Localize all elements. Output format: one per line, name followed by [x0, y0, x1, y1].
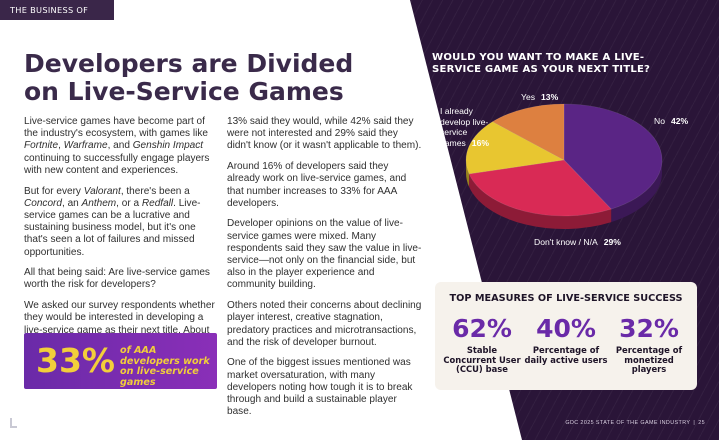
body-paragraph: One of the biggest issues mentioned was …: [227, 357, 413, 418]
pie-chart: [465, 103, 663, 230]
page-footer: GDC 2025 STATE OF THE GAME INDUSTRY | 25: [565, 420, 705, 426]
pie-label-dont-know: Don't know / N/A 29%: [534, 237, 621, 247]
body-paragraph: Others noted their concerns about declin…: [227, 300, 422, 348]
page-title: Developers are Divided on Live-Service G…: [24, 49, 354, 106]
pie-label-no: No 42%: [654, 116, 689, 126]
pie-label-already: I already develop live-service games 16%: [440, 106, 489, 148]
page-number: 25: [698, 420, 705, 426]
pie-wall: [466, 160, 470, 187]
measure-label: Stable Concurrent User (CCU) base: [443, 345, 521, 375]
middle-column: 13% said they would, while 42% said they…: [227, 116, 422, 427]
chart-title: WOULD YOU WANT TO MAKE A LIVE-SERVICE GA…: [432, 52, 651, 75]
measure-label: Percentage of daily active users: [524, 345, 608, 365]
measure-value: 40%: [536, 314, 596, 343]
callout-percent: 33%: [36, 341, 115, 380]
footer-report-title: GDC 2025 STATE OF THE GAME INDUSTRY: [565, 420, 691, 426]
left-column: Live-service games have become part of t…: [24, 116, 220, 345]
pie-slice: [465, 121, 565, 175]
body-paragraph: Around 16% of developers said they alrea…: [227, 161, 407, 209]
measures-card: TOP MEASURES OF LIVE-SERVICE SUCCESS 62%…: [435, 282, 697, 390]
callout-text: of AAA developers work on live-service g…: [120, 345, 210, 388]
measure-label: Percentage of monetized players: [615, 345, 683, 375]
pie-slice: [468, 159, 612, 217]
measures-title: TOP MEASURES OF LIVE-SERVICE SUCCESS: [449, 293, 683, 304]
measure-stat: 62% Stable Concurrent User (CCU) base: [440, 314, 524, 375]
body-paragraph: But for every Valorant, there's been a C…: [24, 185, 201, 258]
callout-box: 33% of AAA developers work on live-servi…: [24, 333, 217, 389]
body-paragraph: All that being said: Are live-service ga…: [24, 267, 210, 291]
section-tag: THE BUSINESS OF GAMES: [0, 0, 114, 35]
body-paragraph: Live-service games have become part of t…: [24, 116, 210, 176]
measure-value: 62%: [452, 314, 512, 343]
body-paragraph: 13% said they would, while 42% said they…: [227, 116, 422, 152]
pie-slice: [491, 103, 565, 161]
measure-value: 32%: [619, 314, 679, 343]
measure-stat: 40% Percentage of daily active users: [524, 314, 608, 365]
body-paragraph: Developer opinions on the value of live-…: [227, 218, 422, 291]
pie-wall: [469, 173, 612, 230]
body-paragraph: We asked our survey respondents whether …: [24, 300, 215, 336]
measure-stat: 32% Percentage of monetized players: [607, 314, 691, 375]
corner-mark: [10, 418, 17, 428]
pie-slice: [563, 103, 663, 210]
pie-wall: [611, 160, 662, 223]
pie-label-yes: Yes 13%: [521, 92, 559, 102]
